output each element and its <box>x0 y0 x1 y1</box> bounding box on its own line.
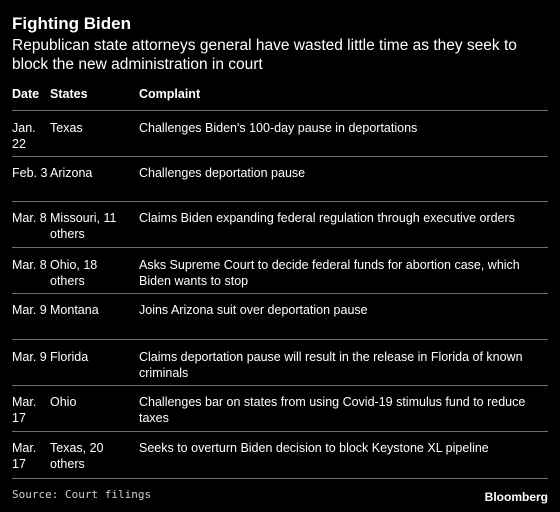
row-complaint: Seeks to overturn Biden decision to bloc… <box>139 441 489 455</box>
table-bottom-divider <box>12 478 548 479</box>
row-complaint: Joins Arizona suit over deportation paus… <box>139 303 368 317</box>
row-date: Mar. 17 <box>12 441 37 471</box>
page-subtitle: Republican state attorneys general have … <box>12 37 517 73</box>
table-header: Date States Complaint <box>12 87 548 105</box>
row-complaint: Challenges Biden's 100-day pause in depo… <box>139 121 418 135</box>
header-complaint: Complaint <box>139 87 201 101</box>
row-divider <box>12 339 548 340</box>
row-date: Mar. 8 <box>12 211 47 225</box>
row-divider <box>12 201 548 202</box>
row-date: Jan. 22 <box>12 121 36 151</box>
page-title: Fighting Biden <box>12 14 131 33</box>
row-date: Mar. 17 <box>12 395 37 425</box>
row-date: Mar. 9 <box>12 303 47 317</box>
row-complaint: Asks Supreme Court to decide federal fun… <box>139 258 520 288</box>
row-divider <box>12 247 548 248</box>
row-date: Feb. 3 <box>12 166 48 180</box>
row-states: Texas, 20 others <box>50 441 104 471</box>
row-states: Missouri, 11 others <box>50 211 117 241</box>
row-states: Ohio, 18 others <box>50 258 98 288</box>
source-note: Source: Court filings <box>12 488 152 501</box>
row-complaint: Claims deportation pause will result in … <box>139 350 523 380</box>
row-states: Texas <box>50 121 83 135</box>
header-states: States <box>50 87 88 101</box>
row-states: Ohio <box>50 395 77 409</box>
row-divider <box>12 156 548 157</box>
row-date: Mar. 8 <box>12 258 47 272</box>
row-states: Florida <box>50 350 89 364</box>
bloomberg-logo: Bloomberg <box>484 490 548 504</box>
row-divider <box>12 431 548 432</box>
row-complaint: Challenges deportation pause <box>139 166 306 180</box>
row-complaint: Challenges bar on states from using Covi… <box>139 395 526 425</box>
row-states: Montana <box>50 303 99 317</box>
header-divider <box>12 110 548 111</box>
row-complaint: Claims Biden expanding federal regulatio… <box>139 211 515 225</box>
header-date: Date <box>12 87 40 101</box>
row-divider <box>12 385 548 386</box>
row-divider <box>12 293 548 294</box>
row-states: Arizona <box>50 166 93 180</box>
row-date: Mar. 9 <box>12 350 47 364</box>
